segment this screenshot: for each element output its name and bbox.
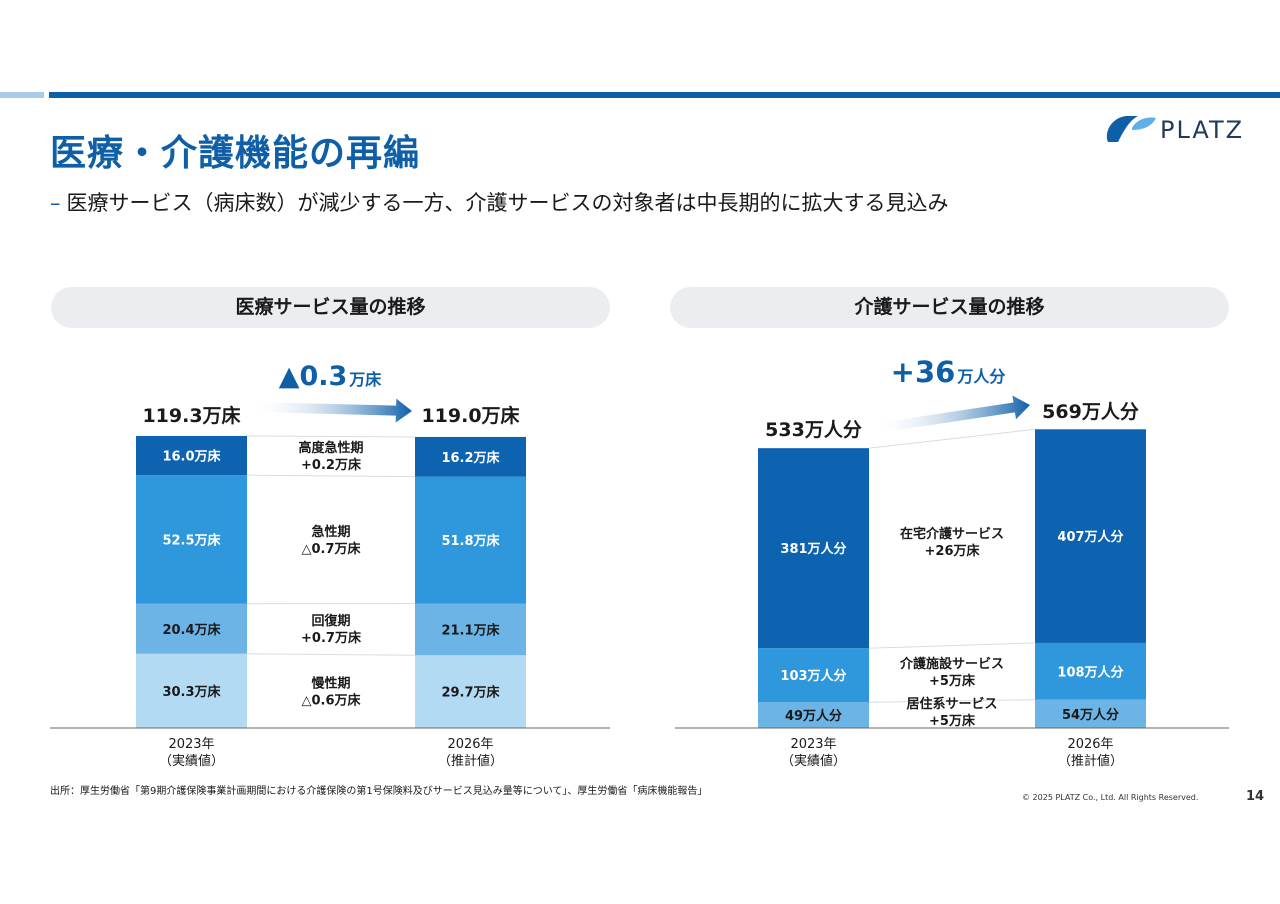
chart2-bar-0-label-0: 49万人分 [785,708,842,724]
chart1-title-pill: 医療サービス量の推移 [51,287,610,328]
chart1-bar-1-label-0: 29.7万床 [441,685,500,701]
chart1-connector-3 [246,435,416,438]
chart1-change-label-0: 慢性期△0.6万床 [301,675,361,708]
chart2-title-pill: 介護サービス量の推移 [670,287,1229,328]
chart1-bar-0-segment-1 [136,603,247,654]
chart2-total-1: 569万人分 [1042,401,1139,423]
chart1-bar-1-label-2: 51.8万床 [441,533,500,549]
chart1-trend-arrow-icon [254,398,412,423]
header-accent-light [0,92,44,98]
chart2-connector-0 [868,699,1036,703]
chart1-bar-1-segment-0 [415,655,526,728]
chart1-title: 医療サービス量の推移 [235,296,426,318]
header-accent-bar [49,92,1280,98]
chart1-bar-1-label-1: 21.1万床 [441,622,500,638]
chart2-change-label-0: 居住系サービス+5万床 [906,696,997,729]
medical-service-chart: 30.3万床 20.4万床 52.5万床 16.0万床 29.7万床 21.1万床 51.8… [50,361,610,769]
chart2-bar-1-label-0: 54万人分 [1062,707,1119,723]
chart1-bar-0-label-2: 52.5万床 [162,532,221,548]
chart1-bar-0-label-0: 30.3万床 [162,684,221,700]
chart2-bar-1-label-2: 407万人分 [1057,529,1123,545]
chart2-bar-1-segment-0 [1035,699,1146,728]
chart1-category-1: 2026年（推計値） [438,737,503,769]
chart1-bar-1-label-3: 16.2万床 [441,450,500,466]
platz-logo: PLATZ [1102,112,1252,148]
chart2-title: 介護サービス量の推移 [854,296,1045,318]
chart1-change-label-1: 回復期+0.7万床 [301,613,362,646]
chart1-bar-0-label-1: 20.4万床 [162,622,221,638]
chart2-connector-1 [868,642,1036,649]
chart2-change-label-1: 介護施設サービス+5万床 [899,656,1004,689]
chart1-bar-1-segment-2 [415,476,526,604]
logo-text: PLATZ [1160,116,1245,144]
logo-mark-icon [1106,116,1156,142]
care-service-chart: 49万人分 103万人分 381万人分 54万人分 108万人分 407万人分居住系サービ… [675,355,1229,769]
chart2-bar-0-label-1: 103万人分 [780,668,846,684]
page-number: 14 [1246,789,1265,804]
chart1-bar-0-label-3: 16.0万床 [162,449,221,465]
chart2-bar-0-segment-1 [758,648,869,703]
chart2-category-0: 2023年（実績値） [781,737,846,769]
chart1-change-label-2: 急性期△0.7万床 [301,524,361,557]
page-title: 医療・介護機能の再編 [50,133,421,174]
chart1-change-total: ▲0.3 万床 [279,361,383,392]
chart2-trend-arrow-icon [877,395,1030,433]
chart1-change-label-3: 高度急性期+0.2万床 [298,440,363,473]
chart2-total-0: 533万人分 [765,419,862,441]
chart2-bar-1-segment-2 [1035,429,1146,643]
chart1-total-1: 119.0万床 [421,404,519,427]
chart2-bar-1-label-1: 108万人分 [1057,664,1123,680]
chart1-bar-1-segment-3 [415,436,526,477]
source-note: 出所：厚生労働省「第9期介護保険事業計画期間における介護保険の第1号保険料及びサ… [50,786,708,797]
chart1-connector-2 [246,474,416,478]
chart1-bar-0-segment-3 [136,435,247,476]
chart2-bar-0-segment-2 [758,448,869,649]
chart1-category-0: 2023年（実績値） [159,737,224,769]
chart2-bar-0-segment-0 [758,702,869,728]
page-subtitle: – 医療サービス（病床数）が減少する一方、介護サービスの対象者は中長期的に拡大する… [50,187,949,217]
chart1-connector-0 [246,653,416,656]
subtitle-text: 医療サービス（病床数）が減少する一方、介護サービスの対象者は中長期的に拡大する見… [66,191,949,215]
chart2-bar-1-segment-1 [1035,642,1146,700]
chart1-total-0: 119.3万床 [142,404,240,427]
chart2-connector-2 [868,428,1036,449]
chart1-bar-0-segment-2 [136,475,247,604]
chart2-change-label-2: 在宅介護サービス+26万床 [900,526,1004,559]
subtitle-dash: – [50,191,61,215]
chart2-bar-0-label-2: 381万人分 [780,541,846,557]
chart1-bar-1-segment-1 [415,603,526,656]
copyright: © 2025 PLATZ Co., Ltd. All Rights Reserv… [1022,793,1199,802]
chart2-category-1: 2026年（推計値） [1058,737,1123,769]
chart1-bar-0-segment-0 [136,653,247,728]
chart2-change-total: +36 万人分 [891,355,1006,389]
